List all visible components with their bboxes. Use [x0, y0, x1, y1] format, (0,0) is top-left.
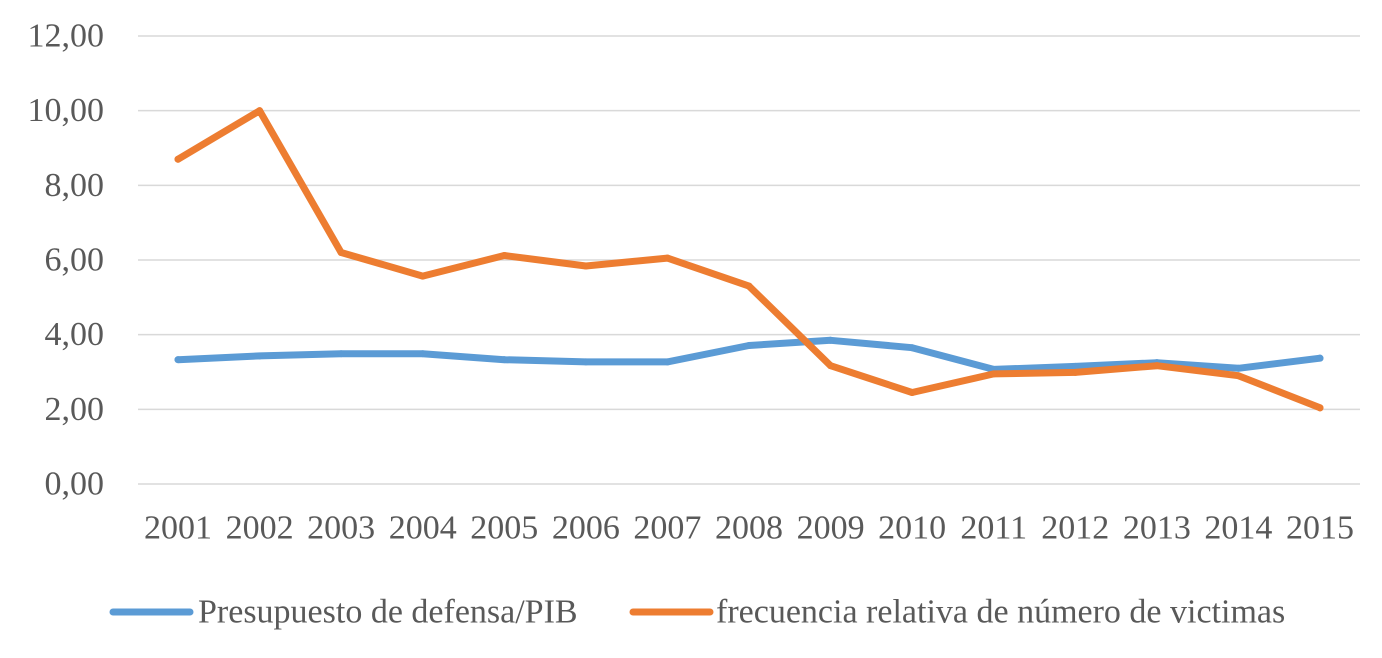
- data-point: [174, 155, 182, 163]
- data-point: [500, 252, 508, 260]
- data-point: [1234, 364, 1242, 372]
- data-point: [582, 262, 590, 270]
- data-point: [337, 249, 345, 257]
- y-tick-label: 6,00: [45, 242, 105, 279]
- y-tick-label: 2,00: [45, 391, 105, 428]
- data-point: [1316, 354, 1324, 362]
- y-tick-label: 0,00: [45, 466, 105, 503]
- data-point: [827, 336, 835, 344]
- data-point: [908, 344, 916, 352]
- data-point: [174, 356, 182, 364]
- data-point: [745, 282, 753, 290]
- data-point: [1071, 362, 1079, 370]
- x-tick-label: 2011: [960, 510, 1027, 547]
- data-point: [500, 356, 508, 364]
- data-point: [827, 362, 835, 370]
- x-tick-label: 2008: [715, 510, 783, 547]
- y-tick-label: 4,00: [45, 316, 105, 353]
- legend: Presupuesto de defensa/PIB frecuencia rel…: [109, 594, 1285, 631]
- x-tick-label: 2002: [226, 510, 294, 547]
- x-tick-label: 2007: [633, 510, 701, 547]
- x-tick-label: 2009: [797, 510, 865, 547]
- data-point: [1071, 368, 1079, 376]
- data-point: [1316, 404, 1324, 412]
- data-point: [1153, 362, 1161, 370]
- y-tick-label: 8,00: [45, 167, 105, 204]
- x-tick-label: 2015: [1286, 510, 1354, 547]
- y-tick-label: 10,00: [28, 92, 105, 129]
- data-point: [256, 107, 264, 115]
- series-lines: [174, 107, 1324, 412]
- data-point: [256, 352, 264, 360]
- data-point: [745, 341, 753, 349]
- data-point: [663, 254, 671, 262]
- data-point: [337, 350, 345, 358]
- legend-label-1: Presupuesto de defensa/PIB: [198, 594, 578, 631]
- data-point: [663, 358, 671, 366]
- data-point: [419, 350, 427, 358]
- data-point: [419, 272, 427, 280]
- data-point: [908, 389, 916, 397]
- data-point: [990, 370, 998, 378]
- data-point: [1234, 372, 1242, 380]
- x-tick-label: 2006: [552, 510, 620, 547]
- x-tick-label: 2003: [307, 510, 375, 547]
- y-tick-label: 12,00: [28, 18, 105, 55]
- gridlines: [138, 35, 1360, 485]
- x-tick-label: 2005: [470, 510, 538, 547]
- x-tick-label: 2004: [389, 510, 457, 547]
- legend-label-2: frecuencia relativa de número de victima…: [716, 594, 1285, 631]
- x-tick-label: 2012: [1041, 510, 1109, 547]
- data-point: [582, 358, 590, 366]
- x-tick-label: 2010: [878, 510, 946, 547]
- x-tick-label: 2001: [144, 510, 212, 547]
- x-tick-label: 2013: [1123, 510, 1191, 547]
- x-tick-label: 2014: [1204, 510, 1272, 547]
- y-axis-tick-labels: 0,00 2,00 4,00 6,00 8,00 10,00 12,00: [28, 18, 105, 503]
- x-axis-tick-labels: 2001 2002 2003 2004 2005 2006 2007 2008 2009 2010…: [144, 510, 1354, 547]
